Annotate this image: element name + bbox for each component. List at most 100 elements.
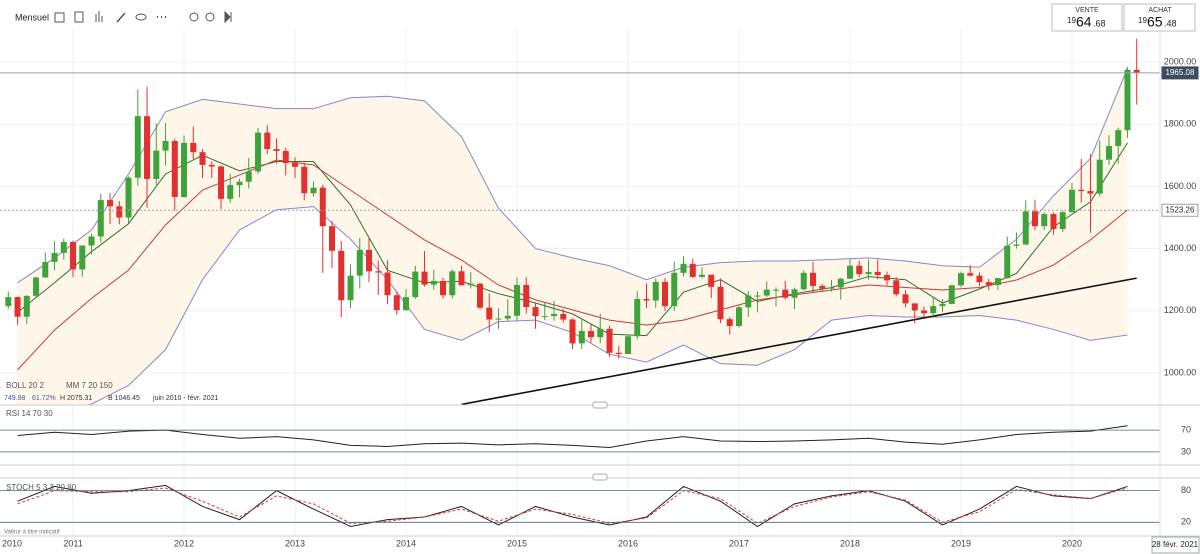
candle-body (144, 116, 151, 179)
candle-body (5, 297, 12, 307)
play-icon[interactable] (224, 10, 232, 24)
trend-line (461, 277, 1137, 405)
x-tick-label: 2013 (285, 538, 305, 548)
eye-icon[interactable] (135, 13, 147, 21)
candle-body (893, 280, 900, 295)
last-value: 749.98 (4, 395, 26, 402)
candle-body (255, 132, 262, 172)
candle-body (523, 284, 530, 308)
x-tick-label: 2016 (618, 538, 638, 548)
chart-type-icon[interactable] (95, 11, 103, 22)
candle-body (930, 306, 937, 314)
y-tick-label: 1600.00 (1164, 181, 1197, 191)
period-selector[interactable]: Mensuel (15, 12, 49, 22)
buy-label: ACHAT (1148, 7, 1172, 14)
y-tick-label: 80 (1181, 485, 1191, 495)
candle-body (985, 282, 992, 285)
fx-icon[interactable] (74, 11, 84, 23)
candle-body (699, 274, 706, 277)
candle-body (745, 295, 752, 308)
candle-body (51, 252, 58, 262)
candle-body (717, 286, 724, 320)
candle-body (976, 275, 983, 283)
candle-body (236, 181, 243, 186)
y-tick-label: 20 (1181, 517, 1191, 527)
zoom-out-icon[interactable] (189, 12, 199, 22)
candle-body (477, 283, 484, 308)
sell-box[interactable] (1051, 3, 1123, 32)
candle-body (495, 318, 502, 320)
candle-body (689, 263, 696, 277)
candle-body (643, 298, 650, 301)
candle-body (874, 271, 881, 276)
candle-body (116, 206, 123, 218)
oscillator-line (17, 425, 1128, 449)
disclaimer: Valeur à titre indicatif (4, 530, 60, 536)
high-value: H 2075.31 (60, 395, 92, 402)
candle-body (440, 280, 447, 296)
candle-body (1059, 212, 1066, 230)
candle-body (883, 275, 890, 281)
draw-icon[interactable] (116, 12, 126, 23)
candle-body (403, 297, 410, 311)
candle-body (486, 307, 493, 320)
buy-box[interactable] (1123, 3, 1196, 32)
date-range: juin 2010 - févr. 2021 (152, 395, 218, 402)
candle-body (791, 289, 798, 298)
candle-body (412, 271, 419, 298)
candle-body (671, 272, 678, 307)
rsi-layer (17, 425, 1128, 449)
current-date: 28 févr. 2021 (1152, 540, 1199, 549)
candle-body (800, 272, 807, 290)
candle-body (97, 200, 104, 237)
candle-body (1022, 211, 1029, 245)
candle-body (449, 271, 456, 296)
y-tick-label: 1400.00 (1164, 243, 1197, 253)
candle-body (1013, 244, 1020, 246)
boll-legend: BOLL 20 2 (6, 381, 45, 390)
candle-body (467, 283, 474, 286)
buy-big: 65 (1147, 14, 1163, 30)
candle-body (504, 315, 511, 319)
candle-body (273, 149, 280, 151)
x-tick-label: 2017 (729, 538, 749, 548)
candle-body (948, 285, 955, 304)
candle-body (1068, 189, 1075, 213)
candle-body (680, 263, 687, 273)
candle-body (726, 319, 733, 327)
candle-body (625, 336, 632, 355)
candle-body (994, 278, 1001, 285)
candle-body (957, 273, 964, 286)
rsi-legend: RSI 14 70 30 (6, 409, 53, 418)
x-tick-label: 2010 (2, 538, 22, 548)
x-tick-label: 2019 (951, 538, 971, 548)
candle-body (615, 352, 622, 355)
candle-body (578, 330, 585, 344)
candle-body (199, 152, 206, 165)
candle-body (366, 249, 373, 272)
candle-layer (5, 38, 1140, 359)
candle-body (1087, 191, 1094, 194)
sell-big: 64 (1076, 14, 1092, 30)
candle-body (384, 272, 391, 296)
candle-body (42, 261, 49, 278)
y-tick-label: 30 (1181, 446, 1191, 456)
candle-body (338, 250, 345, 301)
candle-body (514, 284, 521, 316)
candle-body (560, 313, 567, 320)
x-tick-label: 2020 (1062, 538, 1082, 548)
candle-body (227, 185, 234, 199)
candle-body (245, 171, 252, 182)
panel-resize-handle[interactable] (592, 473, 608, 481)
y-tick-label: 70 (1181, 424, 1191, 434)
price-marker-box (1161, 66, 1199, 80)
candle-body (310, 187, 317, 194)
price-marker-label: 1965.08 (1166, 68, 1195, 77)
indicator-icon[interactable] (54, 12, 65, 23)
mm-legend: MM 7 20 150 (66, 381, 113, 390)
zoom-in-icon[interactable] (205, 12, 215, 22)
sell-prefix: 19 (1067, 16, 1076, 25)
panel-resize-handle[interactable] (592, 401, 608, 409)
change-value: 61.72% (32, 395, 56, 402)
buy-suffix: .48 (1164, 18, 1177, 28)
